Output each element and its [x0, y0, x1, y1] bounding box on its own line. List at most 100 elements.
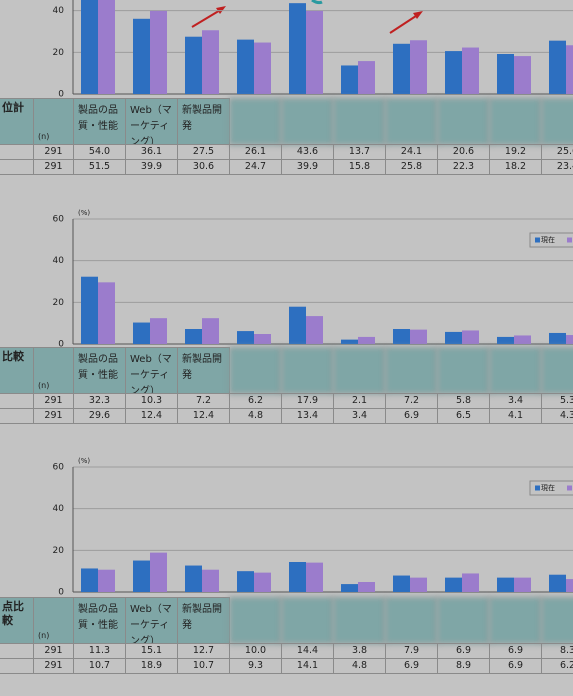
- table-value: 6.9: [489, 643, 542, 659]
- bar: [150, 318, 167, 344]
- table-value: 15.8: [333, 159, 386, 175]
- bar: [98, 569, 115, 592]
- category-header: 新製品開発: [177, 98, 230, 145]
- table-value: 10.7: [177, 658, 230, 674]
- table-value: 13.4: [281, 408, 334, 424]
- bar: [98, 0, 115, 94]
- table-value: 10.0: [229, 643, 282, 659]
- table-value: 36.1: [125, 144, 178, 160]
- table-value: 10.7: [73, 658, 126, 674]
- category-header: 新製品開発: [177, 347, 230, 394]
- blurred-header: [437, 347, 490, 394]
- bar: [358, 582, 375, 592]
- y-tick-label: 60: [53, 463, 65, 473]
- table-value: 20.6: [437, 144, 490, 160]
- bar: [514, 56, 531, 94]
- table-value: 6.9: [489, 658, 542, 674]
- n-value: 291: [33, 159, 74, 175]
- table-value: 3.4: [489, 393, 542, 409]
- table-value: 29.6: [73, 408, 126, 424]
- bar: [254, 572, 271, 592]
- blurred-header: [281, 347, 334, 394]
- bar: [410, 40, 427, 94]
- n-label: (n): [33, 347, 74, 394]
- bar: [566, 45, 573, 94]
- table-value: 14.1: [281, 658, 334, 674]
- table-value: 9.3: [229, 658, 282, 674]
- row-label-cell: [0, 408, 34, 424]
- bar: [410, 329, 427, 344]
- bar: [445, 331, 462, 344]
- blurred-header: [385, 597, 438, 644]
- bar: [462, 573, 479, 592]
- table-value: 4.8: [229, 408, 282, 424]
- table-value: 8.3: [541, 643, 573, 659]
- table-value: 24.7: [229, 159, 282, 175]
- table-value: 30.6: [177, 159, 230, 175]
- table-value: 7.9: [385, 643, 438, 659]
- bar: [549, 574, 566, 592]
- bar: [549, 40, 566, 94]
- category-header: 新製品開発: [177, 597, 230, 644]
- table-value: 18.9: [125, 658, 178, 674]
- bar: [306, 316, 323, 344]
- bar: [566, 579, 573, 592]
- table-value: 32.3: [73, 393, 126, 409]
- bar: [185, 565, 202, 592]
- bar: [514, 335, 531, 344]
- bar: [185, 329, 202, 344]
- bar: [393, 575, 410, 592]
- legend-swatch: [567, 485, 572, 491]
- table-value: 3.8: [333, 643, 386, 659]
- blurred-header: [541, 98, 573, 145]
- legend-swatch: [535, 237, 540, 243]
- row-label-cell: [0, 159, 34, 175]
- bar: [341, 65, 358, 94]
- table-value: 10.3: [125, 393, 178, 409]
- table-value: 19.2: [489, 144, 542, 160]
- table-value: 39.9: [281, 159, 334, 175]
- table-value: 25.6: [541, 144, 573, 160]
- table-value: 26.1: [229, 144, 282, 160]
- blurred-header: [541, 347, 573, 394]
- category-header: 製品の品質・性能: [73, 597, 126, 644]
- table-value: 6.2: [541, 658, 573, 674]
- table-value: 27.5: [177, 144, 230, 160]
- n-value: 291: [33, 144, 74, 160]
- table-value: 7.2: [177, 393, 230, 409]
- legend-box: [529, 480, 573, 496]
- blurred-header: [229, 347, 282, 394]
- bar: [202, 569, 219, 592]
- y-tick-label: 0: [58, 90, 64, 100]
- bar: [445, 51, 462, 94]
- table-value: 25.8: [385, 159, 438, 175]
- table-value: 6.2: [229, 393, 282, 409]
- bar: [81, 568, 98, 592]
- bar: [202, 318, 219, 344]
- blurred-header: [437, 98, 490, 145]
- row-header: 比較: [0, 347, 34, 394]
- blurred-header: [333, 347, 386, 394]
- annotation-arrow: [191, 8, 223, 28]
- table-value: 4.1: [489, 408, 542, 424]
- category-header: Web（マーケティング）: [125, 597, 178, 644]
- annotation-mark: [311, 0, 323, 5]
- n-label: (n): [33, 98, 74, 145]
- bar: [462, 330, 479, 344]
- table-value: 6.9: [385, 408, 438, 424]
- bar: [549, 332, 566, 344]
- bar: [393, 329, 410, 344]
- n-value: 291: [33, 643, 74, 659]
- table-value: 7.2: [385, 393, 438, 409]
- bar: [566, 335, 573, 344]
- bar: [150, 10, 167, 94]
- blurred-header: [333, 98, 386, 145]
- row-label-cell: [0, 393, 34, 409]
- bar: [393, 43, 410, 94]
- bar: [98, 282, 115, 344]
- y-tick-label: 20: [53, 48, 65, 58]
- table-value: 43.6: [281, 144, 334, 160]
- table-value: 4.3: [541, 408, 573, 424]
- bar: [237, 39, 254, 94]
- y-tick-label: 20: [53, 298, 65, 308]
